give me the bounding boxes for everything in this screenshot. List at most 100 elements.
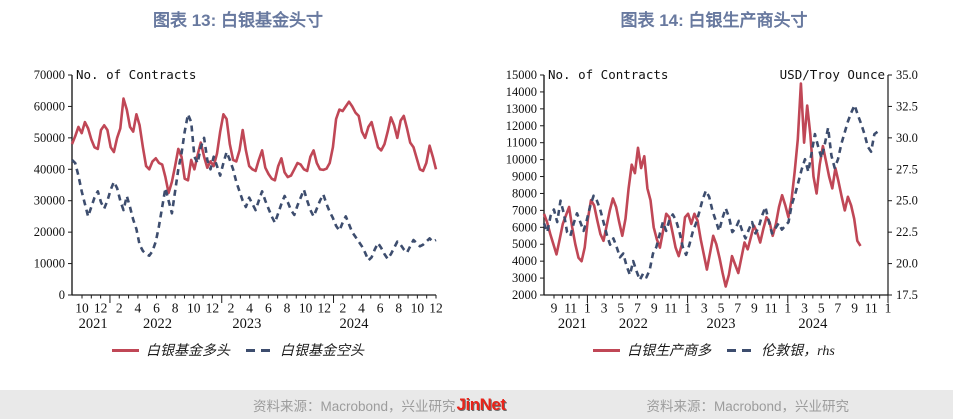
svg-text:1: 1: [584, 301, 591, 316]
svg-text:11: 11: [865, 301, 878, 316]
svg-text:60000: 60000: [34, 99, 65, 113]
legend-item-fund-short: 白银基金空头: [246, 340, 364, 360]
svg-text:12000: 12000: [506, 119, 537, 133]
svg-text:12: 12: [206, 301, 220, 316]
legend-label-london-silver: 伦敦银，rhs: [761, 344, 835, 359]
svg-text:1: 1: [684, 301, 691, 316]
svg-text:5: 5: [617, 301, 624, 316]
svg-text:12: 12: [429, 301, 443, 316]
svg-text:4000: 4000: [512, 254, 537, 268]
svg-text:11000: 11000: [506, 136, 537, 150]
svg-text:3000: 3000: [512, 271, 537, 285]
legend-label-fund-long: 白银基金多头: [146, 344, 230, 359]
svg-text:70000: 70000: [34, 68, 65, 82]
svg-text:6: 6: [377, 301, 384, 316]
svg-text:7: 7: [835, 301, 842, 316]
svg-text:13000: 13000: [506, 102, 537, 116]
svg-text:27.5: 27.5: [896, 162, 918, 176]
svg-text:5: 5: [818, 301, 825, 316]
silver-fund-positions-chart: 0 10000 20000 30000 40000 50000 60000 70000 10 12…: [34, 67, 443, 332]
svg-text:35.0: 35.0: [896, 68, 918, 82]
svg-text:10000: 10000: [34, 257, 65, 271]
svg-text:2024: 2024: [798, 316, 828, 332]
svg-text:9: 9: [751, 301, 758, 316]
svg-text:6000: 6000: [512, 220, 537, 234]
footer-right: 资料来源：Macrobond，兴业研究: [510, 395, 953, 415]
svg-text:6: 6: [153, 301, 160, 316]
svg-text:5000: 5000: [512, 237, 537, 251]
svg-text:4: 4: [246, 301, 253, 316]
svg-text:11: 11: [664, 301, 677, 316]
svg-text:3: 3: [601, 301, 608, 316]
legend-label-producer-long: 白银生产商多: [627, 344, 712, 359]
legend-item-fund-long: 白银基金多头: [112, 340, 230, 360]
solid-line-swatch-icon: [112, 348, 139, 352]
chart-legend-fund: 白银基金多头 白银基金空头: [112, 340, 364, 360]
legend-item-london-silver: 伦敦银，rhs: [727, 340, 835, 360]
svg-text:9: 9: [651, 301, 658, 316]
source-text-right: 资料来源：Macrobond，兴业研究: [646, 398, 850, 414]
svg-text:No. of Contracts: No. of Contracts: [548, 67, 668, 82]
chart-title-producer: 图表 14: 白银生产商头寸: [620, 11, 808, 30]
svg-text:14000: 14000: [506, 85, 537, 99]
svg-text:3: 3: [801, 301, 808, 316]
svg-text:10: 10: [187, 301, 201, 316]
svg-text:4: 4: [135, 301, 142, 316]
source-text-left: 资料来源：Macrobond，兴业研究: [252, 398, 456, 414]
svg-text:7000: 7000: [512, 203, 537, 217]
svg-text:9: 9: [851, 301, 858, 316]
svg-text:10: 10: [411, 301, 425, 316]
svg-text:9: 9: [551, 301, 558, 316]
svg-text:32.5: 32.5: [896, 99, 918, 113]
svg-text:2021: 2021: [558, 316, 587, 332]
dashed-line-swatch-icon: [727, 348, 755, 352]
svg-text:2022: 2022: [619, 316, 648, 332]
svg-text:5: 5: [718, 301, 725, 316]
source-footer: 资料来源：Macrobond，兴业研究 JinNet 资料来源：Macrobon…: [0, 390, 953, 419]
dashed-line-swatch-icon: [246, 348, 273, 352]
solid-line-swatch-icon: [593, 348, 621, 352]
svg-text:2024: 2024: [340, 316, 370, 332]
svg-text:25.0: 25.0: [896, 194, 918, 208]
svg-text:1: 1: [784, 301, 791, 316]
svg-text:8: 8: [172, 301, 179, 316]
legend-label-fund-short: 白银基金空头: [280, 344, 364, 359]
figure-silver-producer-positions: 图表 14: 白银生产商头寸 2000 3000 4000 5000 6000 7000 8…: [476, 0, 952, 360]
svg-text:2021: 2021: [79, 316, 108, 332]
svg-text:11: 11: [564, 301, 577, 316]
svg-text:2: 2: [228, 301, 235, 316]
footer-left: 资料来源：Macrobond，兴业研究 JinNet: [29, 395, 506, 415]
chart-legend-producer: 白银生产商多 伦敦银，rhs: [593, 340, 835, 360]
silver-producer-positions-chart: 2000 3000 4000 5000 6000 7000 8000 9000 10000 110…: [506, 67, 918, 332]
figure-silver-fund-positions: 图表 13: 白银基金头寸 0 10000 20000 30000 40000 50000…: [0, 0, 476, 360]
svg-text:7: 7: [634, 301, 641, 316]
chart-title-fund: 图表 13: 白银基金头寸: [152, 11, 324, 30]
svg-text:40000: 40000: [34, 162, 65, 176]
svg-text:7: 7: [734, 301, 741, 316]
svg-text:8000: 8000: [512, 186, 537, 200]
svg-text:2023: 2023: [232, 316, 261, 332]
svg-text:12: 12: [317, 301, 331, 316]
svg-text:9000: 9000: [512, 170, 537, 184]
jinnet-watermark: JinNet: [456, 394, 506, 414]
svg-text:11: 11: [765, 301, 778, 316]
svg-text:8: 8: [395, 301, 402, 316]
svg-text:8: 8: [284, 301, 291, 316]
svg-text:4: 4: [358, 301, 365, 316]
svg-text:22.5: 22.5: [896, 225, 918, 239]
svg-text:15000: 15000: [506, 68, 537, 82]
svg-text:50000: 50000: [34, 131, 65, 145]
svg-text:2023: 2023: [707, 316, 736, 332]
svg-text:20000: 20000: [34, 225, 65, 239]
svg-text:12: 12: [94, 301, 108, 316]
legend-item-producer-long: 白银生产商多: [593, 340, 711, 360]
svg-text:10: 10: [299, 301, 313, 316]
svg-text:1: 1: [885, 301, 892, 316]
svg-text:No. of Contracts: No. of Contracts: [76, 67, 196, 82]
charts-row: 图表 13: 白银基金头寸 0 10000 20000 30000 40000 50000…: [0, 0, 952, 360]
svg-text:30.0: 30.0: [896, 131, 918, 145]
svg-text:20.0: 20.0: [896, 257, 918, 271]
svg-text:2000: 2000: [512, 288, 537, 302]
svg-text:0: 0: [59, 288, 65, 302]
